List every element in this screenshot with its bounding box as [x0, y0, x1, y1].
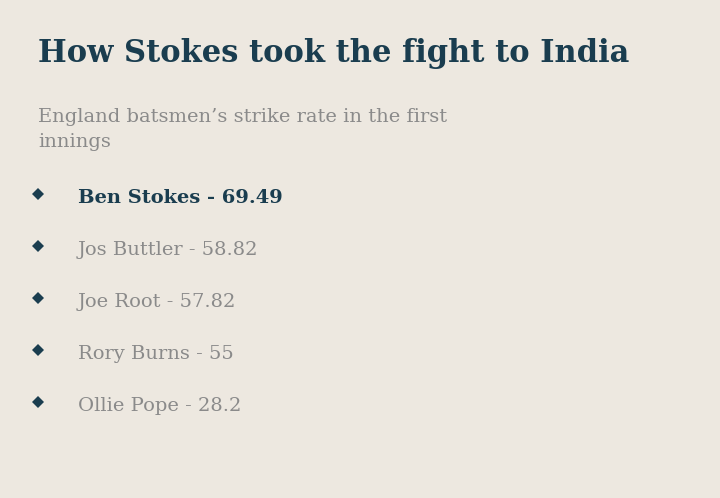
Text: England batsmen’s strike rate in the first
innings: England batsmen’s strike rate in the fir… — [38, 108, 447, 151]
Text: Jos Buttler - 58.82: Jos Buttler - 58.82 — [78, 241, 258, 259]
Text: Joe Root - 57.82: Joe Root - 57.82 — [78, 293, 236, 311]
Text: Rory Burns - 55: Rory Burns - 55 — [78, 345, 234, 363]
Text: How Stokes took the fight to India: How Stokes took the fight to India — [38, 38, 629, 69]
Text: Ben Stokes - 69.49: Ben Stokes - 69.49 — [78, 189, 283, 207]
Text: Ollie Pope - 28.2: Ollie Pope - 28.2 — [78, 397, 241, 415]
